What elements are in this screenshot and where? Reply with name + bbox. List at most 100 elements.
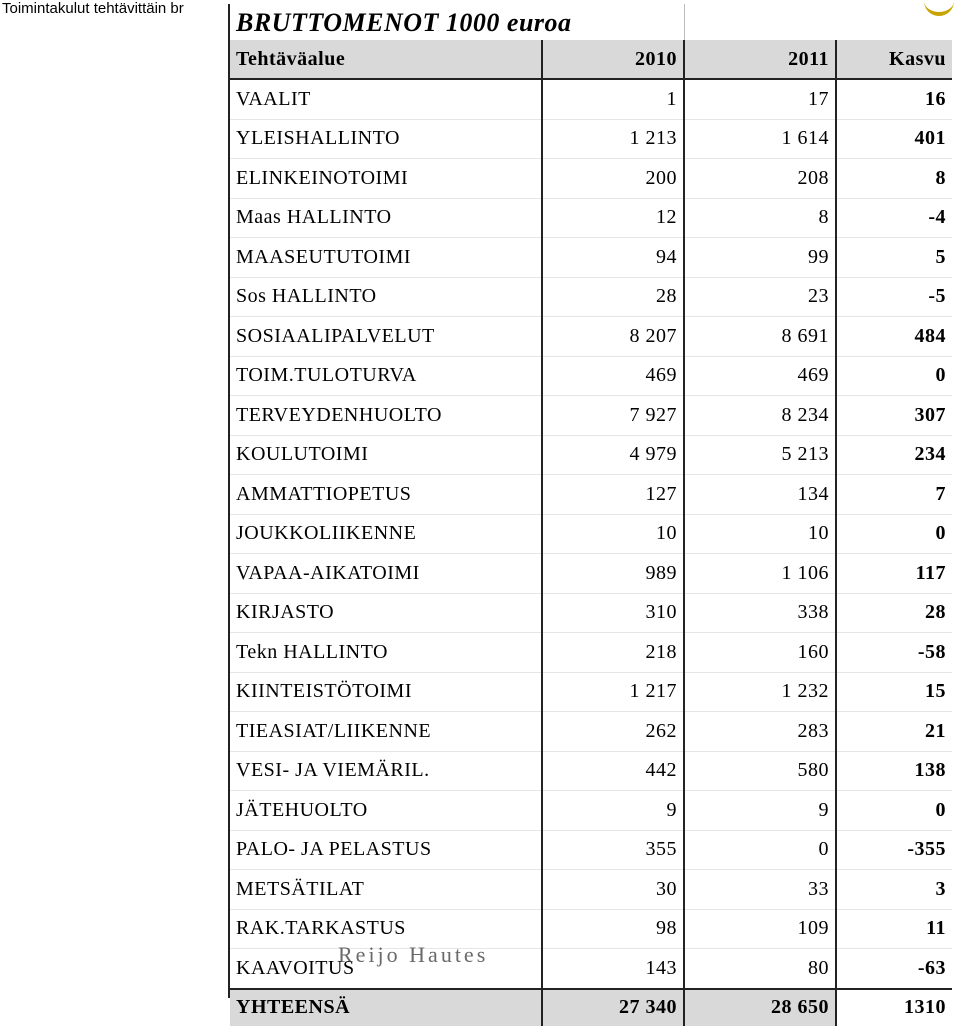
header-growth: Kasvu xyxy=(835,40,952,80)
row-task-area: SOSIAALIPALVELUT xyxy=(230,316,542,357)
table-row: Sos HALLINTO 28 23 -5 xyxy=(230,277,952,317)
total-row: YHTEENSÄ 27 340 28 650 1310 xyxy=(230,987,952,1026)
table-row: TIEASIAT/LIIKENNE 262 283 21 xyxy=(230,711,952,752)
row-task-area: JÄTEHUOLTO xyxy=(230,790,542,831)
row-growth: 16 xyxy=(835,79,952,120)
logo-fragment xyxy=(924,0,954,16)
row-value-2011: 23 xyxy=(683,277,836,317)
row-value-2010: 143 xyxy=(541,948,684,989)
row-value-2011: 10 xyxy=(683,514,836,554)
row-value-2010: 9 xyxy=(541,790,684,831)
row-value-2011: 5 213 xyxy=(683,435,836,475)
row-value-2010: 1 217 xyxy=(541,672,684,712)
row-value-2010: 7 927 xyxy=(541,395,684,436)
header-2011: 2011 xyxy=(683,40,836,80)
row-task-area: Sos HALLINTO xyxy=(230,277,542,317)
row-value-2010: 1 xyxy=(541,79,684,120)
row-value-2011: 109 xyxy=(683,909,836,949)
row-growth: 5 xyxy=(835,237,952,278)
row-growth: 401 xyxy=(835,119,952,159)
total-growth: 1310 xyxy=(835,987,952,1026)
row-growth: 234 xyxy=(835,435,952,475)
row-task-area: TIEASIAT/LIIKENNE xyxy=(230,711,542,752)
row-growth: 21 xyxy=(835,711,952,752)
row-task-area: TERVEYDENHUOLTO xyxy=(230,395,542,436)
row-value-2011: 134 xyxy=(683,474,836,515)
row-value-2011: 8 xyxy=(683,198,836,238)
table-row: TOIM.TULOTURVA 469 469 0 xyxy=(230,356,952,396)
row-growth: 28 xyxy=(835,593,952,633)
table-row: KIRJASTO 310 338 28 xyxy=(230,593,952,633)
row-task-area: VAALIT xyxy=(230,79,542,120)
row-value-2011: 17 xyxy=(683,79,836,120)
row-task-area: KIRJASTO xyxy=(230,593,542,633)
header-row: Tehtäväalue 2010 2011 Kasvu xyxy=(230,40,952,80)
table-row: KOULUTOIMI 4 979 5 213 234 xyxy=(230,435,952,475)
row-growth: 3 xyxy=(835,869,952,910)
row-growth: -355 xyxy=(835,830,952,870)
row-task-area: METSÄTILAT xyxy=(230,869,542,910)
row-task-area: Tekn HALLINTO xyxy=(230,632,542,673)
row-task-area: YLEISHALLINTO xyxy=(230,119,542,159)
row-task-area: TOIM.TULOTURVA xyxy=(230,356,542,396)
row-growth: 307 xyxy=(835,395,952,436)
table-row: Maas HALLINTO 12 8 -4 xyxy=(230,198,952,238)
row-task-area: KOULUTOIMI xyxy=(230,435,542,475)
row-task-area: KIINTEISTÖTOIMI xyxy=(230,672,542,712)
table-row: ELINKEINOTOIMI 200 208 8 xyxy=(230,158,952,199)
row-task-area: MAASEUTUTOIMI xyxy=(230,237,542,278)
table-row: VESI- JA VIEMÄRIL. 442 580 138 xyxy=(230,751,952,791)
cell-divider xyxy=(684,4,685,40)
row-growth: 484 xyxy=(835,316,952,357)
total-label: YHTEENSÄ xyxy=(230,987,542,1026)
row-value-2010: 30 xyxy=(541,869,684,910)
row-value-2010: 8 207 xyxy=(541,316,684,357)
row-value-2011: 283 xyxy=(683,711,836,752)
table-row: PALO- JA PELASTUS 355 0 -355 xyxy=(230,830,952,870)
row-value-2011: 1 106 xyxy=(683,553,836,594)
row-value-2010: 200 xyxy=(541,158,684,199)
row-value-2010: 28 xyxy=(541,277,684,317)
row-task-area: ELINKEINOTOIMI xyxy=(230,158,542,199)
row-value-2010: 262 xyxy=(541,711,684,752)
row-growth: -63 xyxy=(835,948,952,989)
table-row: MAASEUTUTOIMI 94 99 5 xyxy=(230,237,952,278)
table-row: KAAVOITUS 143 80 -63 xyxy=(230,948,952,989)
row-growth: 15 xyxy=(835,672,952,712)
row-task-area: JOUKKOLIIKENNE xyxy=(230,514,542,554)
row-growth: 0 xyxy=(835,514,952,554)
row-growth: 7 xyxy=(835,474,952,515)
row-task-area: VESI- JA VIEMÄRIL. xyxy=(230,751,542,791)
row-value-2011: 160 xyxy=(683,632,836,673)
table-row: VAALIT 1 17 16 xyxy=(230,79,952,120)
row-value-2010: 355 xyxy=(541,830,684,870)
row-value-2010: 94 xyxy=(541,237,684,278)
row-value-2011: 1 614 xyxy=(683,119,836,159)
table-row: VAPAA-AIKATOIMI 989 1 106 117 xyxy=(230,553,952,594)
table-row: JOUKKOLIIKENNE 10 10 0 xyxy=(230,514,952,554)
watermark: Reijo Hautes xyxy=(338,942,489,967)
row-value-2010: 10 xyxy=(541,514,684,554)
row-value-2010: 989 xyxy=(541,553,684,594)
row-value-2011: 33 xyxy=(683,869,836,910)
row-task-area: KAAVOITUS xyxy=(230,948,542,989)
row-value-2011: 580 xyxy=(683,751,836,791)
header-task-area: Tehtäväalue xyxy=(230,40,542,80)
row-value-2011: 8 234 xyxy=(683,395,836,436)
table-row: YLEISHALLINTO 1 213 1 614 401 xyxy=(230,119,952,159)
row-task-area: PALO- JA PELASTUS xyxy=(230,830,542,870)
row-growth: 11 xyxy=(835,909,952,949)
title-row: BRUTTOMENOT 1000 euroa xyxy=(230,4,954,42)
table-title: BRUTTOMENOT 1000 euroa xyxy=(236,8,572,37)
row-task-area: RAK.TARKASTUS xyxy=(230,909,542,949)
row-growth: -4 xyxy=(835,198,952,238)
row-value-2010: 12 xyxy=(541,198,684,238)
row-growth: -58 xyxy=(835,632,952,673)
table-row: Tekn HALLINTO 218 160 -58 xyxy=(230,632,952,673)
row-value-2010: 1 213 xyxy=(541,119,684,159)
row-value-2011: 338 xyxy=(683,593,836,633)
row-growth: 138 xyxy=(835,751,952,791)
table-row: KIINTEISTÖTOIMI 1 217 1 232 15 xyxy=(230,672,952,712)
row-value-2011: 99 xyxy=(683,237,836,278)
row-growth: 117 xyxy=(835,553,952,594)
